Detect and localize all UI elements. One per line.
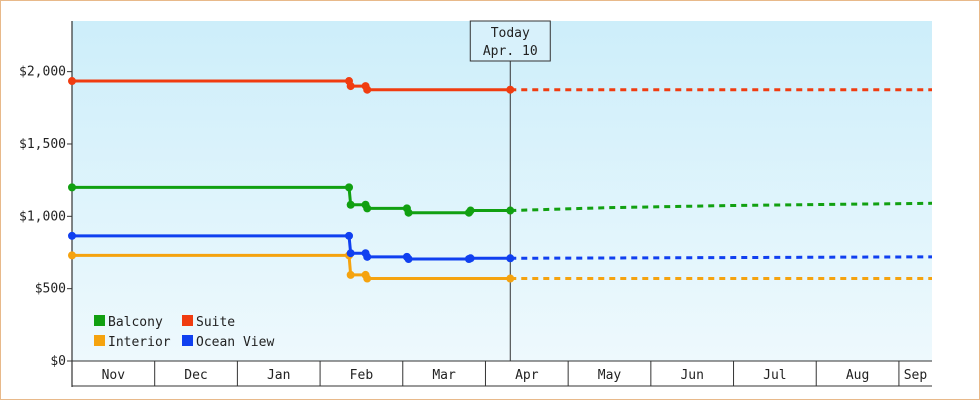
data-point-balcony [363, 204, 372, 213]
legend-swatch-suite [182, 315, 193, 326]
data-point-ocean-view [363, 252, 372, 261]
data-point-interior [346, 270, 355, 279]
month-label: Jan [267, 368, 290, 383]
data-point-suite [346, 82, 355, 91]
data-point-ocean-view [404, 255, 413, 263]
data-point-suite [363, 85, 372, 94]
data-point-balcony [404, 208, 413, 217]
series-layer [68, 77, 933, 283]
data-point-ocean-view [506, 254, 515, 263]
legend-label-interior: Interior [108, 335, 171, 350]
month-label: May [598, 368, 622, 383]
month-label: Apr [515, 368, 539, 383]
y-tick-label: $0 [50, 354, 66, 369]
data-point-balcony [68, 183, 76, 192]
series-line-suite [72, 79, 511, 92]
y-tick-label: $500 [35, 282, 66, 297]
x-axis: Nov Dec Jan Feb Mar Apr May Jun Jul Aug Sep [72, 360, 932, 387]
month-label: Mar [432, 368, 456, 383]
data-point-balcony [506, 206, 515, 215]
data-point-interior [506, 274, 515, 283]
data-point-ocean-view [345, 231, 354, 240]
data-point-ocean-view [68, 231, 76, 240]
plot-background [72, 21, 932, 361]
month-label: Jun [680, 368, 703, 383]
y-tick-label: $1,000 [19, 209, 66, 224]
month-label: Dec [184, 368, 207, 383]
data-point-suite [506, 85, 515, 94]
today-callout-box [469, 20, 551, 62]
month-label: Sep [904, 368, 928, 383]
month-label: Jul [763, 368, 786, 383]
month-label: Nov [102, 368, 126, 383]
legend-label-ocean-view: Ocean View [196, 335, 274, 350]
data-point-interior [68, 251, 76, 260]
legend-swatch-balcony [94, 315, 105, 326]
series-projection-balcony [510, 201, 933, 213]
month-label: Feb [350, 368, 374, 383]
series-projection-ocean-view [510, 255, 933, 260]
data-point-balcony [466, 206, 475, 215]
legend-label-suite: Suite [196, 315, 235, 330]
legend-label-balcony: Balcony [108, 315, 163, 330]
data-point-ocean-view [466, 254, 475, 263]
today-title: Today [491, 26, 530, 41]
series-line-interior [72, 253, 511, 281]
today-marker: Today Apr. 10 [469, 20, 551, 361]
month-label: Aug [846, 368, 869, 383]
today-date: Apr. 10 [483, 44, 538, 59]
y-tick-label: $2,000 [19, 65, 66, 80]
legend-swatch-interior [94, 335, 105, 346]
data-point-balcony [345, 183, 354, 192]
legend: Balcony Suite Interior Ocean View [94, 315, 274, 350]
y-axis: $0 $500 $1,000 $1,500 $2,000 [19, 21, 73, 387]
y-tick-label: $1,500 [19, 137, 66, 152]
data-point-suite [68, 77, 76, 86]
data-point-balcony [346, 200, 355, 209]
legend-swatch-ocean-view [182, 335, 193, 346]
data-point-ocean-view [346, 249, 355, 258]
data-point-interior [363, 274, 372, 283]
